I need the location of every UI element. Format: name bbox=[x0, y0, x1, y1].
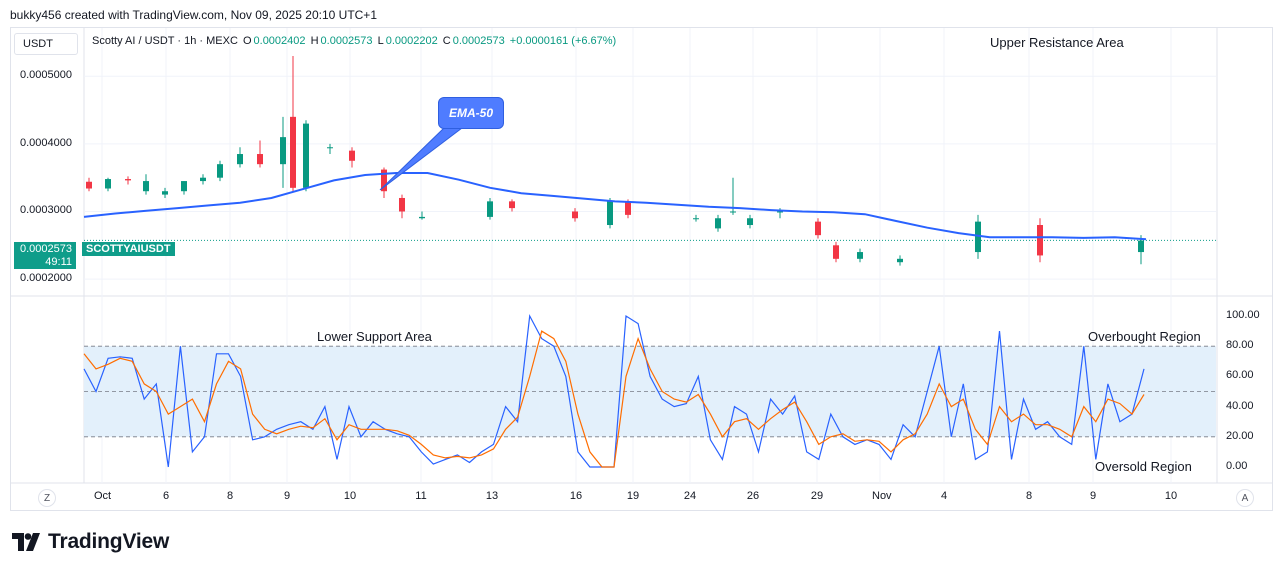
time-tick-label: 24 bbox=[683, 490, 697, 502]
candle-body bbox=[419, 216, 425, 219]
stoch-tick-label: 20.00 bbox=[1226, 429, 1254, 442]
timezone-button[interactable]: Z bbox=[38, 489, 56, 507]
candle-body bbox=[487, 201, 493, 217]
price-tick-label: 0.0005000 bbox=[20, 69, 72, 82]
open-label: O bbox=[242, 35, 252, 47]
time-tick-label: 29 bbox=[810, 490, 824, 502]
time-tick-label: 13 bbox=[485, 490, 499, 502]
time-tick-label: 16 bbox=[569, 490, 583, 502]
ema-callout[interactable]: EMA-50 bbox=[438, 97, 504, 129]
last-price-ticker: SCOTTYAIUSDT bbox=[82, 242, 175, 256]
candle-body bbox=[381, 169, 387, 192]
candle-body bbox=[237, 154, 243, 165]
candle-body bbox=[815, 221, 821, 236]
candle-body bbox=[625, 201, 631, 215]
currency-button[interactable]: USDT bbox=[14, 33, 78, 55]
auto-scale-button[interactable]: A bbox=[1236, 489, 1254, 507]
stoch-tick-label: 60.00 bbox=[1226, 369, 1254, 382]
chart-frame bbox=[10, 27, 1273, 511]
candle-body bbox=[217, 164, 223, 178]
price-tick-label: 0.0003000 bbox=[20, 204, 72, 217]
low-label: L bbox=[377, 35, 384, 47]
oversold-label: Oversold Region bbox=[1095, 459, 1192, 474]
candle-body bbox=[200, 177, 206, 182]
symbol-legend[interactable]: Scotty AI / USDT · 1h · MEXC O 0.0002402 … bbox=[92, 35, 618, 47]
stoch-tick-label: 80.00 bbox=[1226, 339, 1254, 352]
close-label: C bbox=[442, 35, 451, 47]
candle-body bbox=[125, 179, 131, 181]
candle-body bbox=[1037, 225, 1043, 256]
tradingview-logo-icon bbox=[12, 533, 40, 551]
candle-body bbox=[509, 201, 515, 209]
chart-credit: bukky456 created with TradingView.com, N… bbox=[10, 8, 377, 22]
close-value: 0.0002573 bbox=[452, 35, 505, 47]
upper-resistance-label: Upper Resistance Area bbox=[990, 35, 1124, 50]
candle-body bbox=[105, 179, 111, 189]
candle-body bbox=[399, 197, 405, 212]
time-tick-label: Oct bbox=[94, 490, 112, 502]
candle-body bbox=[607, 201, 613, 226]
time-tick-label: 8 bbox=[1025, 490, 1033, 502]
candle-body bbox=[897, 258, 903, 263]
price-tick-label: 0.0004000 bbox=[20, 136, 72, 149]
open-value: 0.0002402 bbox=[253, 35, 306, 47]
stoch-d-line bbox=[83, 330, 1145, 468]
candle-body bbox=[747, 218, 753, 226]
candle-body bbox=[777, 211, 783, 213]
time-tick-label: 19 bbox=[626, 490, 640, 502]
candle-body bbox=[857, 252, 863, 259]
time-tick-label: 9 bbox=[1089, 490, 1097, 502]
tradingview-logo[interactable]: TradingView bbox=[12, 530, 169, 554]
candle-body bbox=[86, 181, 92, 189]
high-value: 0.0002573 bbox=[320, 35, 373, 47]
candle-body bbox=[1138, 240, 1144, 253]
stoch-tick-label: 40.00 bbox=[1226, 399, 1254, 412]
last-price-marker: 0.0002573 49:11 bbox=[14, 242, 76, 269]
ema-50-line bbox=[83, 172, 1147, 241]
change-value: +0.0000161 (+6.67%) bbox=[509, 35, 617, 47]
high-label: H bbox=[310, 35, 319, 47]
candle-body bbox=[143, 181, 149, 192]
candle-body bbox=[162, 191, 168, 195]
time-tick-label: 26 bbox=[746, 490, 760, 502]
time-tick-label: 10 bbox=[1164, 490, 1178, 502]
stoch-tick-label: 0.00 bbox=[1226, 460, 1248, 472]
time-tick-label: 11 bbox=[415, 490, 427, 502]
time-tick-label: 9 bbox=[283, 490, 291, 502]
lower-support-label: Lower Support Area bbox=[317, 329, 432, 344]
candle-body bbox=[257, 154, 263, 165]
candle-body bbox=[290, 116, 296, 188]
time-tick-label: Nov bbox=[872, 490, 892, 502]
candle-body bbox=[572, 211, 578, 219]
candle-body bbox=[349, 150, 355, 161]
candle-body bbox=[303, 123, 309, 188]
time-tick-label: 6 bbox=[162, 490, 170, 502]
stoch-tick-label: 100.00 bbox=[1226, 309, 1260, 321]
candle-body bbox=[181, 181, 187, 192]
stoch-band bbox=[84, 346, 1216, 437]
overbought-label: Overbought Region bbox=[1088, 329, 1201, 344]
tradingview-logo-text: TradingView bbox=[48, 530, 170, 553]
candle-body bbox=[975, 221, 981, 253]
time-tick-label: 4 bbox=[940, 490, 948, 502]
candle-body bbox=[833, 245, 839, 259]
candle-body bbox=[693, 218, 699, 220]
bar-countdown: 49:11 bbox=[45, 256, 72, 268]
candle-body bbox=[280, 137, 286, 165]
low-value: 0.0002202 bbox=[385, 35, 438, 47]
time-tick-label: 10 bbox=[343, 490, 357, 502]
symbol-name: Scotty AI / USDT · 1h · MEXC bbox=[92, 35, 238, 47]
last-price-value: 0.0002573 bbox=[20, 243, 72, 255]
candle-body bbox=[715, 218, 721, 229]
time-tick-label: 8 bbox=[226, 490, 234, 502]
candle-body bbox=[327, 147, 333, 149]
candle-body bbox=[730, 211, 736, 213]
price-tick-label: 0.0002000 bbox=[20, 272, 72, 285]
